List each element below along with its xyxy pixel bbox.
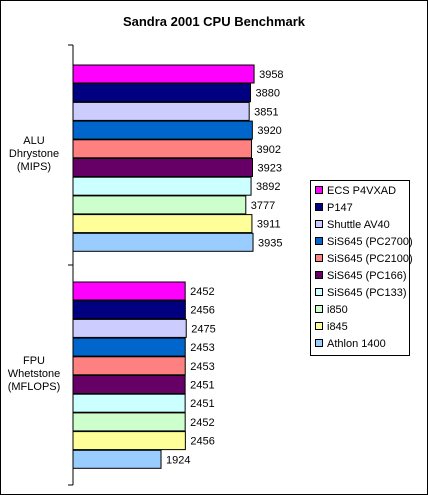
bar <box>72 393 186 413</box>
bar <box>72 318 187 338</box>
bar <box>72 176 252 196</box>
legend-item: ECS P4VXAD <box>315 184 396 198</box>
legend-swatch <box>315 339 323 348</box>
data-label: 2451 <box>190 398 214 410</box>
legend-label: ECS P4VXAD <box>327 185 397 197</box>
data-label: 3911 <box>257 219 281 231</box>
legend-item: P147 <box>315 201 353 215</box>
data-label: 3923 <box>257 163 281 175</box>
data-label: 2475 <box>191 323 215 335</box>
category-label-line: FPU <box>23 355 45 367</box>
legend-item: SiS645 (PC2700) <box>315 235 413 249</box>
legend-swatch <box>315 305 323 314</box>
bar <box>72 232 254 252</box>
bar <box>72 101 250 121</box>
data-label: 3851 <box>254 106 278 118</box>
data-label: 2452 <box>190 286 214 298</box>
data-label: 2451 <box>190 380 214 392</box>
category-label-line: Whetstone <box>7 368 61 380</box>
category-label-line: (MFLOPS) <box>7 381 61 393</box>
bar <box>72 449 162 469</box>
bar <box>72 281 186 301</box>
category-label-line: ALU <box>23 135 45 147</box>
bar <box>72 412 186 432</box>
legend-swatch <box>315 322 323 331</box>
data-label: 3902 <box>257 144 281 156</box>
bar <box>72 120 253 140</box>
legend-item: i845 <box>315 320 348 334</box>
legend-item: i850 <box>315 303 348 317</box>
data-label: 2452 <box>190 417 214 429</box>
data-label: 2453 <box>190 361 214 373</box>
legend-swatch <box>315 186 323 195</box>
legend-swatch <box>315 254 323 263</box>
legend-swatch <box>315 271 323 280</box>
legend-label: SiS645 (PC166) <box>327 270 407 282</box>
data-label: 1924 <box>166 454 190 466</box>
legend-label: P147 <box>327 202 353 214</box>
category-label-alu: ALU Dhrystone (MIPS) <box>0 135 68 174</box>
bar <box>72 64 255 84</box>
data-label: 3958 <box>259 69 283 81</box>
chart-legend: ECS P4VXAD P147 Shuttle AV40 SiS645 (PC2… <box>310 180 413 356</box>
data-label: 2456 <box>190 305 214 317</box>
legend-swatch <box>315 220 323 229</box>
bar <box>72 375 186 394</box>
category-label-line: (MIPS) <box>16 161 52 173</box>
bar <box>72 431 186 451</box>
data-label: 3892 <box>256 181 280 193</box>
bar <box>72 195 247 215</box>
bar <box>72 139 253 159</box>
legend-label: Athlon 1400 <box>327 338 386 350</box>
legend-item: SiS645 (PC166) <box>315 269 407 283</box>
bar <box>72 337 186 357</box>
legend-label: i845 <box>327 321 348 333</box>
legend-item: Athlon 1400 <box>315 337 386 351</box>
legend-label: SiS645 (PC133) <box>327 287 407 299</box>
legend-swatch <box>315 288 323 297</box>
legend-label: SiS645 (PC2700) <box>327 236 413 248</box>
bar <box>72 158 253 177</box>
legend-swatch <box>315 237 323 246</box>
data-label: 3935 <box>258 237 282 249</box>
data-label: 3777 <box>251 200 275 212</box>
chart-title: Sandra 2001 CPU Benchmark <box>122 14 306 29</box>
legend-label: Shuttle AV40 <box>327 219 390 231</box>
bar <box>72 83 252 103</box>
legend-item: SiS645 (PC133) <box>315 286 407 300</box>
legend-label: SiS645 (PC2100) <box>327 253 413 265</box>
data-label: 2456 <box>190 436 214 448</box>
bar <box>72 300 186 320</box>
bar <box>72 356 186 376</box>
data-label: 3920 <box>257 125 281 137</box>
data-label: 3880 <box>256 88 280 100</box>
legend-item: Shuttle AV40 <box>315 218 390 232</box>
legend-swatch <box>315 203 323 212</box>
category-label-fpu: FPU Whetstone (MFLOPS) <box>0 355 68 394</box>
category-label-line: Dhrystone <box>8 148 60 160</box>
legend-label: i850 <box>327 304 348 316</box>
data-label: 2453 <box>190 342 214 354</box>
bar <box>72 214 253 234</box>
legend-item: SiS645 (PC2100) <box>315 252 413 266</box>
